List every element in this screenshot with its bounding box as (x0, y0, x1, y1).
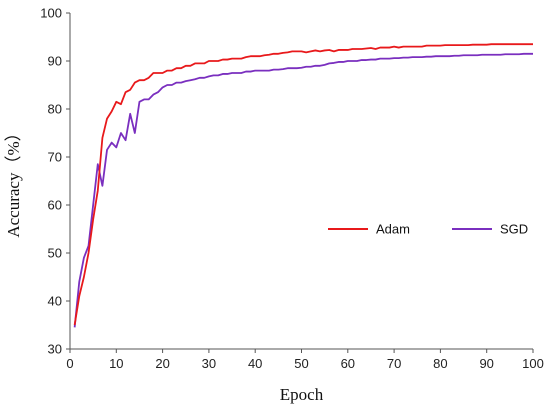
x-tick-label: 80 (433, 356, 447, 371)
legend: Adam SGD (328, 222, 528, 237)
x-tick-label: 100 (522, 356, 544, 371)
plot-area: 0 10 20 30 40 50 60 70 80 90 100 30 40 50 60 70 80 90 100 (40, 6, 544, 372)
legend-label-sgd: SGD (500, 222, 528, 237)
x-axis-ticks: 0 10 20 30 40 50 60 70 80 90 100 (66, 349, 544, 371)
x-tick-label: 20 (155, 356, 169, 371)
x-tick-label: 30 (202, 356, 216, 371)
y-axis-ticks: 30 40 50 60 70 80 90 100 (40, 6, 70, 357)
y-tick-label: 30 (48, 342, 62, 357)
y-tick-label: 90 (48, 54, 62, 69)
y-tick-label: 70 (48, 150, 62, 165)
series-line-adam (73, 43, 533, 326)
y-tick-label: 100 (40, 6, 62, 21)
y-tick-label: 60 (48, 198, 62, 213)
x-tick-label: 50 (294, 356, 308, 371)
x-tick-label: 40 (248, 356, 262, 371)
y-tick-label: 80 (48, 102, 62, 117)
y-axis-title: Accuracy（%） (4, 124, 23, 237)
y-tick-label: 40 (48, 294, 62, 309)
x-tick-label: 90 (479, 356, 493, 371)
x-axis-title: Epoch (280, 385, 324, 404)
legend-label-adam: Adam (376, 222, 410, 237)
series-line-sgd (73, 52, 533, 328)
x-tick-label: 0 (66, 356, 73, 371)
x-tick-label: 70 (387, 356, 401, 371)
series-lines (73, 43, 533, 328)
x-tick-label: 10 (109, 356, 123, 371)
y-tick-label: 50 (48, 246, 62, 261)
x-tick-label: 60 (341, 356, 355, 371)
